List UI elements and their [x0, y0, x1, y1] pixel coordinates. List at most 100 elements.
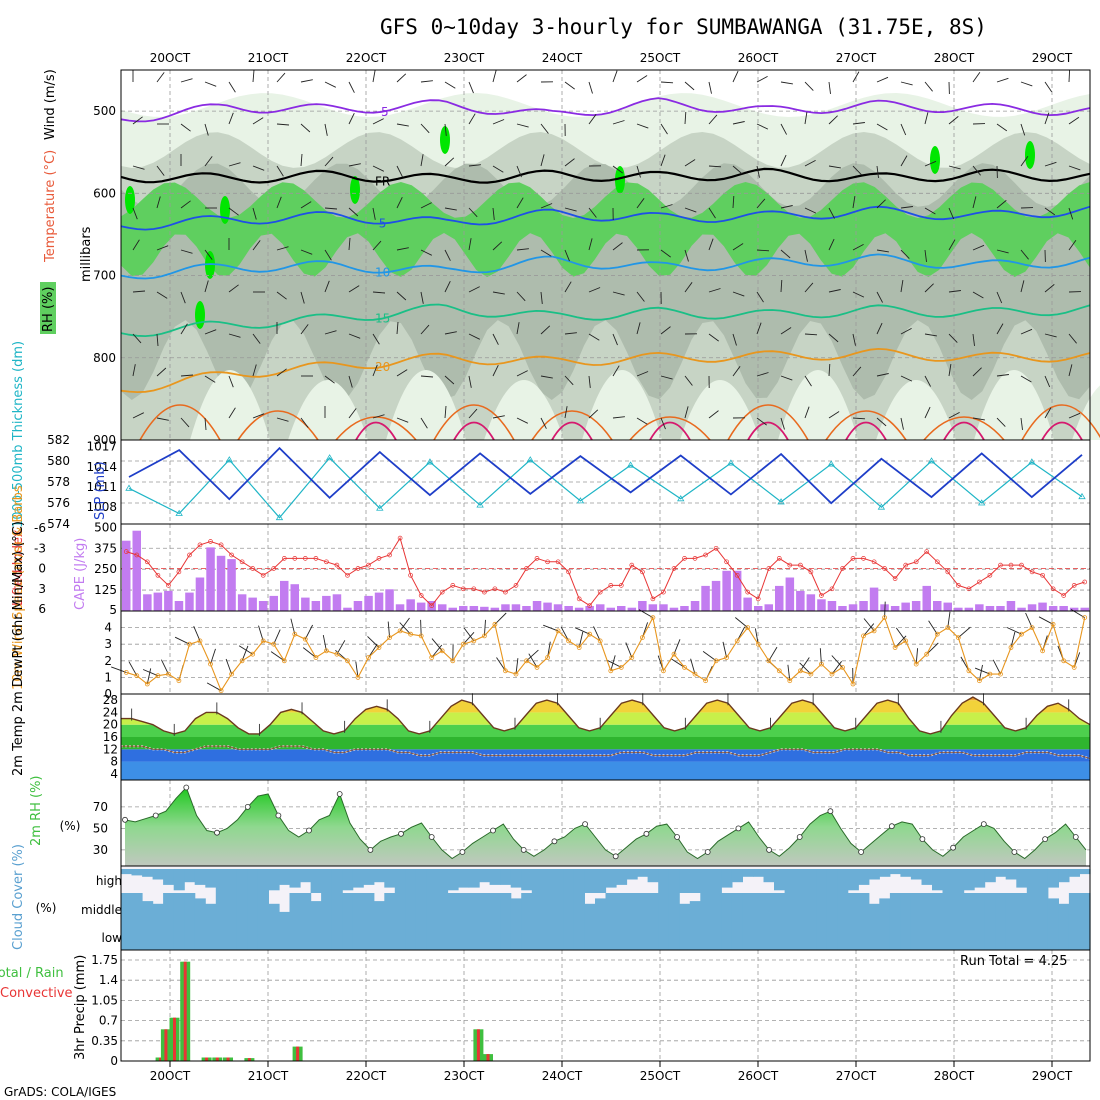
surface-wind-barb: [111, 666, 127, 673]
cape-bar: [954, 607, 963, 611]
cape-tick: 5: [109, 603, 117, 617]
li-marker: [703, 552, 708, 558]
wind-barb: [612, 333, 618, 346]
wind-marker: [144, 681, 150, 687]
cape-bar: [933, 601, 942, 611]
li-marker: [408, 572, 413, 578]
cloud-bar-high: [152, 869, 164, 880]
wind-barb: [756, 198, 766, 209]
surface-wind-barb: [863, 618, 875, 632]
wind-marker: [334, 651, 340, 657]
cloud-bar-middle: [584, 903, 596, 920]
cloud-bar-high: [142, 869, 154, 877]
rh-tick: 30: [93, 843, 108, 857]
cloud-bar-middle: [1058, 903, 1070, 920]
temperature-band: [121, 737, 1090, 750]
rh-side-label: RH (%): [41, 287, 56, 332]
surface-wind-barb: [947, 611, 951, 628]
rh-marker: [367, 847, 374, 853]
cape-bar: [1048, 606, 1058, 611]
isotherm-30: [355, 421, 397, 441]
wind-barb: [372, 291, 386, 294]
cloud-bar-high: [731, 869, 743, 883]
cloud-bar-low: [373, 920, 385, 950]
cape-frame: [120, 523, 1091, 612]
li-marker: [871, 559, 877, 565]
li-marker: [429, 603, 435, 608]
cloud-bar-high: [205, 869, 217, 888]
thickness-marker: [275, 513, 284, 521]
isotherm-30: [845, 421, 887, 441]
wind-marker: [892, 645, 898, 650]
wind-barb: [1068, 116, 1080, 125]
wind-barb: [156, 165, 165, 176]
wind-marker: [439, 648, 445, 654]
temperature-tick: 4: [110, 767, 118, 781]
wind-marker: [987, 671, 993, 677]
cloud-bar-low: [205, 920, 217, 950]
cloud-bar-middle: [279, 911, 291, 920]
cloud-bar-low: [932, 920, 944, 950]
rh-tick: 70: [93, 800, 108, 814]
wind-barb: [732, 70, 739, 83]
cloud-bar-high: [858, 869, 870, 885]
thickness-marker: [977, 499, 986, 506]
isotherm-30: [649, 421, 691, 441]
wind-barb: [468, 375, 472, 388]
precip-convective-bar: [476, 1029, 480, 1061]
li-marker: [597, 589, 603, 595]
cape-bar: [859, 601, 868, 611]
wind-barb: [468, 207, 478, 218]
cloud-bar-middle: [784, 893, 796, 920]
rh-ticks: 30 50 70 (%): [60, 800, 108, 857]
rh-marker: [520, 847, 527, 853]
cloud-bar-middle: [795, 893, 807, 920]
wind-barb: [324, 330, 337, 335]
wind-barb: [780, 205, 793, 209]
wind-barb: [444, 123, 447, 136]
wind-marker: [555, 628, 561, 634]
cloud-bar-middle: [394, 893, 406, 920]
cape-bar: [648, 604, 658, 611]
cloud-bar-middle: [731, 893, 743, 920]
cloud-bar-middle: [595, 898, 607, 920]
cape-bar: [996, 606, 1005, 611]
cloud-bar-low: [921, 920, 933, 950]
cape-bar: [374, 592, 384, 611]
wind-marker: [545, 655, 550, 660]
cloud-bar-low: [742, 920, 754, 950]
cloud-bar-high: [163, 869, 175, 885]
cloud-bar-low: [605, 920, 617, 950]
cape-bar: [174, 601, 184, 611]
rh-marker: [582, 821, 588, 827]
cape-bar: [680, 606, 689, 611]
li-marker: [945, 569, 951, 575]
wind-barb: [348, 237, 351, 251]
surface-wind-barb: [543, 624, 559, 632]
wind-barb: [876, 199, 886, 209]
wind-barb: [180, 200, 191, 209]
rh-marker: [551, 838, 558, 845]
wind-marker: [1008, 645, 1014, 650]
cape-bar: [985, 606, 995, 611]
rh-marker: [950, 844, 956, 851]
cloud-bar-low: [710, 920, 722, 950]
li-marker: [460, 586, 466, 592]
wind-barb: [732, 243, 744, 251]
slp-axis-label: SLP (mb): [93, 461, 108, 520]
cloud-bar-low: [889, 920, 901, 950]
cloud-bar-high: [1005, 869, 1017, 880]
surface-wind-barb: [960, 656, 970, 672]
wind-barb: [180, 291, 186, 304]
wind-grid: [121, 611, 1090, 694]
wind-barb: [420, 80, 433, 83]
wind-marker: [618, 665, 624, 670]
li-marker: [776, 556, 782, 561]
cloud-bar-high: [194, 869, 206, 885]
thickness-marker: [225, 456, 234, 463]
cloud-bar-high: [847, 869, 859, 891]
surface-wind-barb: [483, 619, 486, 636]
wind-barb: [1044, 81, 1053, 93]
wind-barb: [324, 375, 335, 384]
wind-barb: [636, 291, 645, 302]
